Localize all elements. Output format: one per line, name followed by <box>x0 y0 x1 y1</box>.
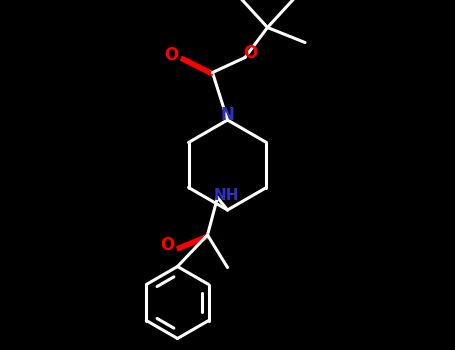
Text: NH: NH <box>214 188 239 203</box>
Text: O: O <box>243 43 257 62</box>
Text: O: O <box>160 236 175 254</box>
Text: O: O <box>164 46 179 64</box>
Text: N: N <box>221 106 234 124</box>
